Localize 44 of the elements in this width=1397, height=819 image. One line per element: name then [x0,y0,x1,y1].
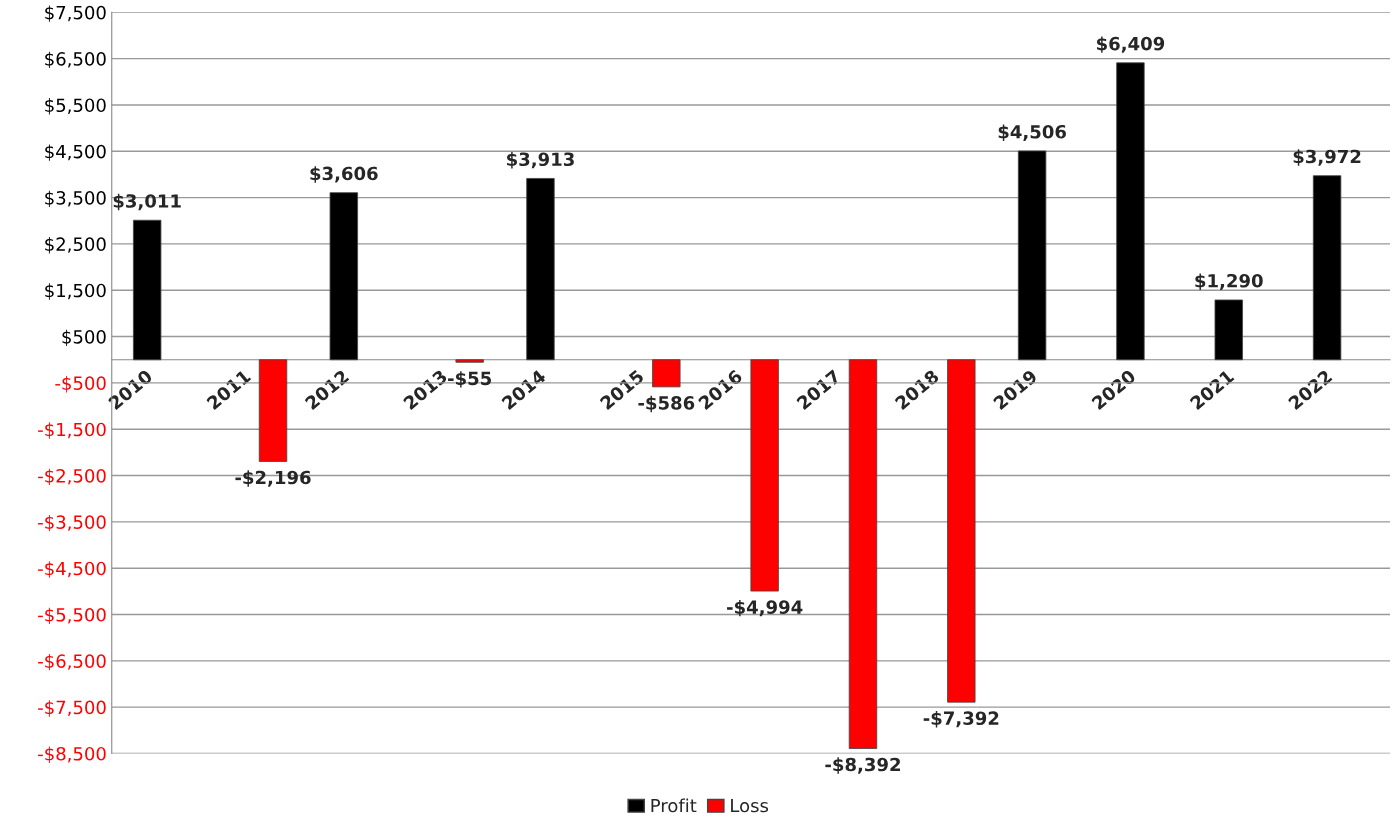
data-label: $3,972 [1293,149,1361,166]
data-label: -$55 [448,371,491,388]
bar [1312,175,1342,361]
bar [455,359,484,363]
data-label: $3,913 [507,152,574,169]
bar [132,219,162,361]
y-tick-label: $4,500 [45,144,106,161]
data-label: $3,011 [113,193,181,211]
y-tick-label: -$8,500 [38,746,106,763]
bar [1116,62,1145,361]
y-tick-label: $3,500 [45,190,106,208]
bar [652,359,681,388]
y-tick-label: -$4,500 [38,561,106,578]
y-tick-label: $500 [62,329,106,347]
data-label: -$8,392 [825,757,900,774]
data-label: $3,606 [310,166,378,183]
y-tick-label: -$5,500 [38,607,106,625]
y-tick-label: -$500 [55,376,106,393]
bar [526,178,555,361]
y-tick-label: -$2,500 [38,468,106,486]
y-tick-label: $6,500 [45,51,106,69]
bar [329,192,358,361]
legend-label: Profit [651,798,697,813]
data-label: -$7,392 [923,711,999,728]
bar [1017,150,1047,361]
y-tick-label: $2,500 [45,237,106,254]
y-tick-label: $5,500 [45,98,106,115]
bar [258,359,288,462]
bar [848,359,878,749]
data-label: $4,506 [998,124,1066,141]
data-label: $1,290 [1195,273,1263,290]
bar [750,359,779,592]
y-tick-label: $1,500 [45,283,106,300]
data-label: -$4,994 [727,599,803,617]
y-tick-label: -$1,500 [38,422,106,439]
y-tick-label: -$3,500 [38,515,106,532]
bar [947,359,976,703]
y-tick-label: -$6,500 [38,653,106,671]
data-label: -$2,196 [235,470,311,487]
y-tick-label: $7,500 [45,5,106,22]
y-tick-label: -$7,500 [38,700,106,717]
bar [1214,299,1243,361]
legend-label: Loss [731,798,769,813]
data-label: $6,409 [1097,36,1165,53]
